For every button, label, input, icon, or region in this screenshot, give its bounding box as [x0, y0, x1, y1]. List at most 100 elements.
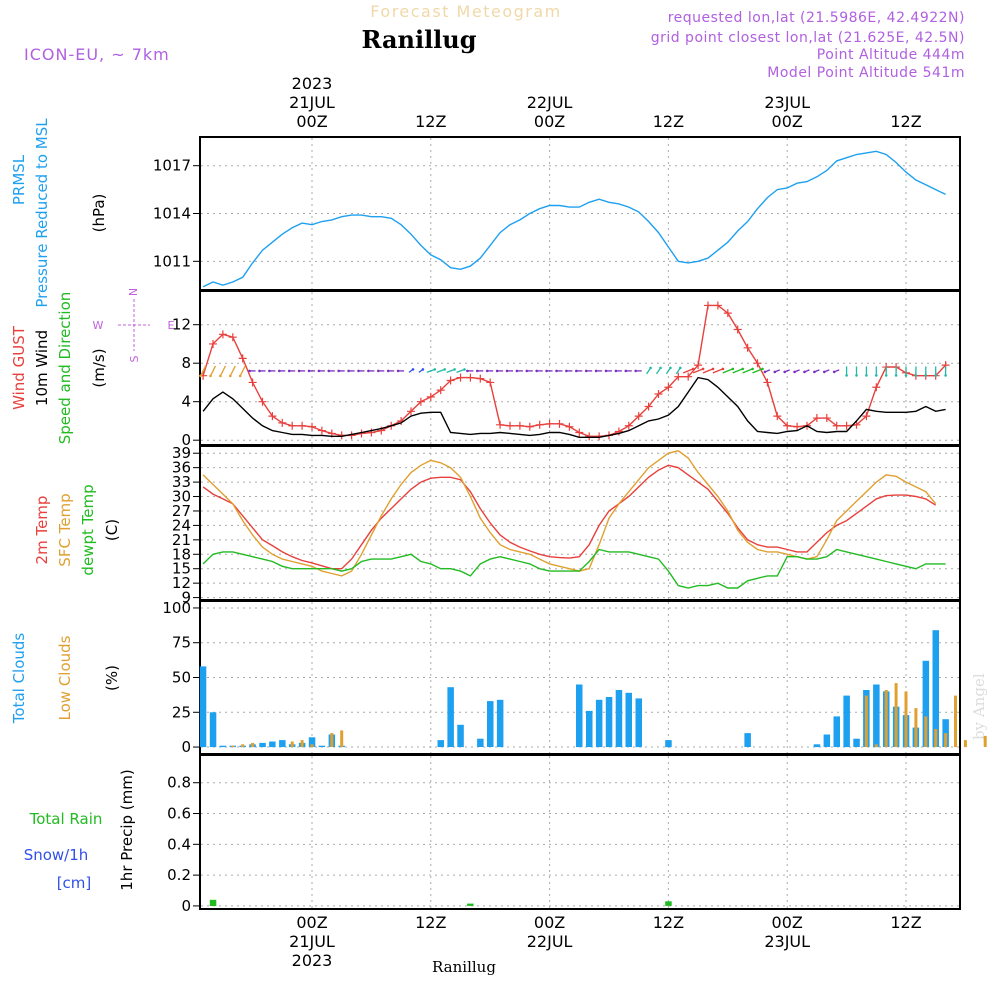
bar-total-clouds	[635, 698, 642, 748]
gust-marker	[753, 359, 762, 368]
gust-marker	[367, 428, 376, 437]
label-2m-temp: 2m Temp	[33, 496, 51, 565]
wind-direction-arrow	[742, 368, 753, 374]
bottom-time-label: 12Z	[653, 913, 684, 932]
bar-low-clouds	[231, 745, 235, 748]
gust-marker	[308, 422, 316, 431]
panel-0: 1011 1014 1017	[153, 136, 961, 291]
wind-arrow-head	[453, 368, 456, 371]
label-wind-unit: (m/s)	[90, 348, 108, 387]
requested-coords: requested lon,lat (21.5986E, 42.4922N)	[668, 10, 965, 26]
gust-marker	[733, 325, 742, 334]
label-wind-gust: Wind GUST	[10, 325, 28, 410]
series-line-dewpt-temp	[202, 548, 946, 589]
wind-arrow-head	[219, 374, 222, 378]
gust-marker	[624, 421, 633, 430]
wind-arrow-head	[614, 369, 618, 373]
series-line-prmsl	[202, 150, 946, 288]
wind-arrow-head	[773, 370, 777, 374]
wind-direction-arrow	[209, 365, 217, 377]
y-tick-label: 1014	[153, 205, 191, 223]
bar-total-clouds	[932, 630, 939, 747]
wind-arrow-head	[701, 367, 705, 371]
bar-total-rain	[467, 903, 474, 906]
gust-marker	[575, 428, 584, 437]
wind-arrow-head	[485, 369, 489, 373]
gust-marker	[713, 301, 722, 310]
bar-total-clouds	[625, 692, 632, 747]
bar-total-clouds	[853, 738, 860, 747]
gust-marker	[654, 389, 663, 398]
bar-total-clouds	[576, 684, 583, 748]
gust-marker	[446, 376, 455, 385]
bar-low-clouds	[340, 730, 344, 748]
wind-arrow-head	[209, 374, 212, 378]
gust-marker	[812, 414, 821, 423]
label-dewpt-temp: dewpt Temp	[79, 484, 97, 575]
bar-total-clouds	[833, 716, 840, 747]
y-tick-label: 8	[181, 354, 191, 372]
gust-marker	[496, 420, 505, 429]
compass-s: S	[128, 355, 141, 362]
wind-arrow-head	[904, 374, 908, 377]
y-tick-label: 30	[172, 488, 191, 506]
top-time-label: 12Z	[415, 112, 446, 131]
bar-total-clouds	[487, 701, 494, 747]
wind-direction-arrow	[732, 368, 743, 374]
bottom-time-label: 00Z	[772, 913, 803, 932]
wind-arrow-head	[691, 367, 695, 371]
wind-arrow-head	[669, 366, 672, 370]
gust-marker	[694, 361, 703, 370]
top-time-label: 21JUL	[289, 93, 335, 112]
wind-arrow-head	[258, 369, 261, 373]
wind-arrow-head	[515, 369, 519, 373]
header: Forecast Meteogram Ranillug ICON-EU, ~ 7…	[24, 2, 988, 976]
wind-arrow-head	[297, 369, 301, 373]
label-speed-direction: Speed and Direction	[56, 292, 74, 445]
wind-arrow-head	[357, 369, 360, 373]
wind-arrow-head	[934, 374, 937, 377]
model-label: ICON-EU, ~ 7km	[24, 45, 170, 64]
gust-marker	[535, 420, 544, 429]
plot-panels: 1011101410170481291215182124273033363902…	[153, 136, 987, 915]
top-time-label: 12Z	[653, 112, 684, 131]
label-temp-unit: (C)	[103, 519, 121, 541]
wind-arrow-head	[832, 370, 836, 374]
gust-marker	[456, 373, 465, 382]
top-time-label: 00Z	[772, 112, 803, 131]
bar-low-clouds	[924, 716, 928, 747]
label-10m-wind: 10m Wind	[33, 330, 51, 406]
wind-arrow-head	[711, 367, 715, 371]
wind-arrow-head	[463, 368, 466, 371]
bar-low-clouds	[894, 683, 898, 748]
bar-total-clouds	[219, 745, 227, 748]
panel-frame	[199, 445, 961, 601]
label-snow: Snow/1h	[24, 846, 89, 864]
compass-rose: N S E W	[93, 288, 175, 363]
y-tick-label: 0.4	[167, 835, 191, 853]
wind-direction-arrow	[682, 368, 694, 374]
bar-total-rain	[209, 899, 217, 906]
bar-total-clouds	[308, 737, 316, 747]
top-time-label: 12Z	[890, 112, 921, 131]
wind-direction-arrow	[702, 368, 714, 374]
wind-arrow-head	[555, 369, 558, 373]
wind-arrow-head	[386, 369, 390, 373]
wind-direction-arrow	[712, 368, 724, 374]
top-time-label: 22JUL	[527, 93, 573, 112]
gust-marker	[407, 407, 415, 416]
wind-arrow-head	[433, 368, 437, 371]
gust-marker	[218, 330, 227, 339]
wind-arrow-head	[721, 367, 725, 371]
wind-arrow-head	[278, 369, 281, 373]
panel-frame	[199, 754, 961, 910]
wind-direction-arrow	[200, 365, 207, 377]
gust-marker	[644, 402, 653, 411]
gust-marker	[773, 412, 782, 421]
y-tick-label: 15	[172, 560, 191, 578]
gust-marker	[416, 397, 425, 406]
series-line-2m-temp	[202, 464, 937, 570]
y-tick-label: 36	[172, 459, 191, 477]
gust-marker	[852, 420, 861, 429]
gust-marker	[436, 386, 445, 395]
